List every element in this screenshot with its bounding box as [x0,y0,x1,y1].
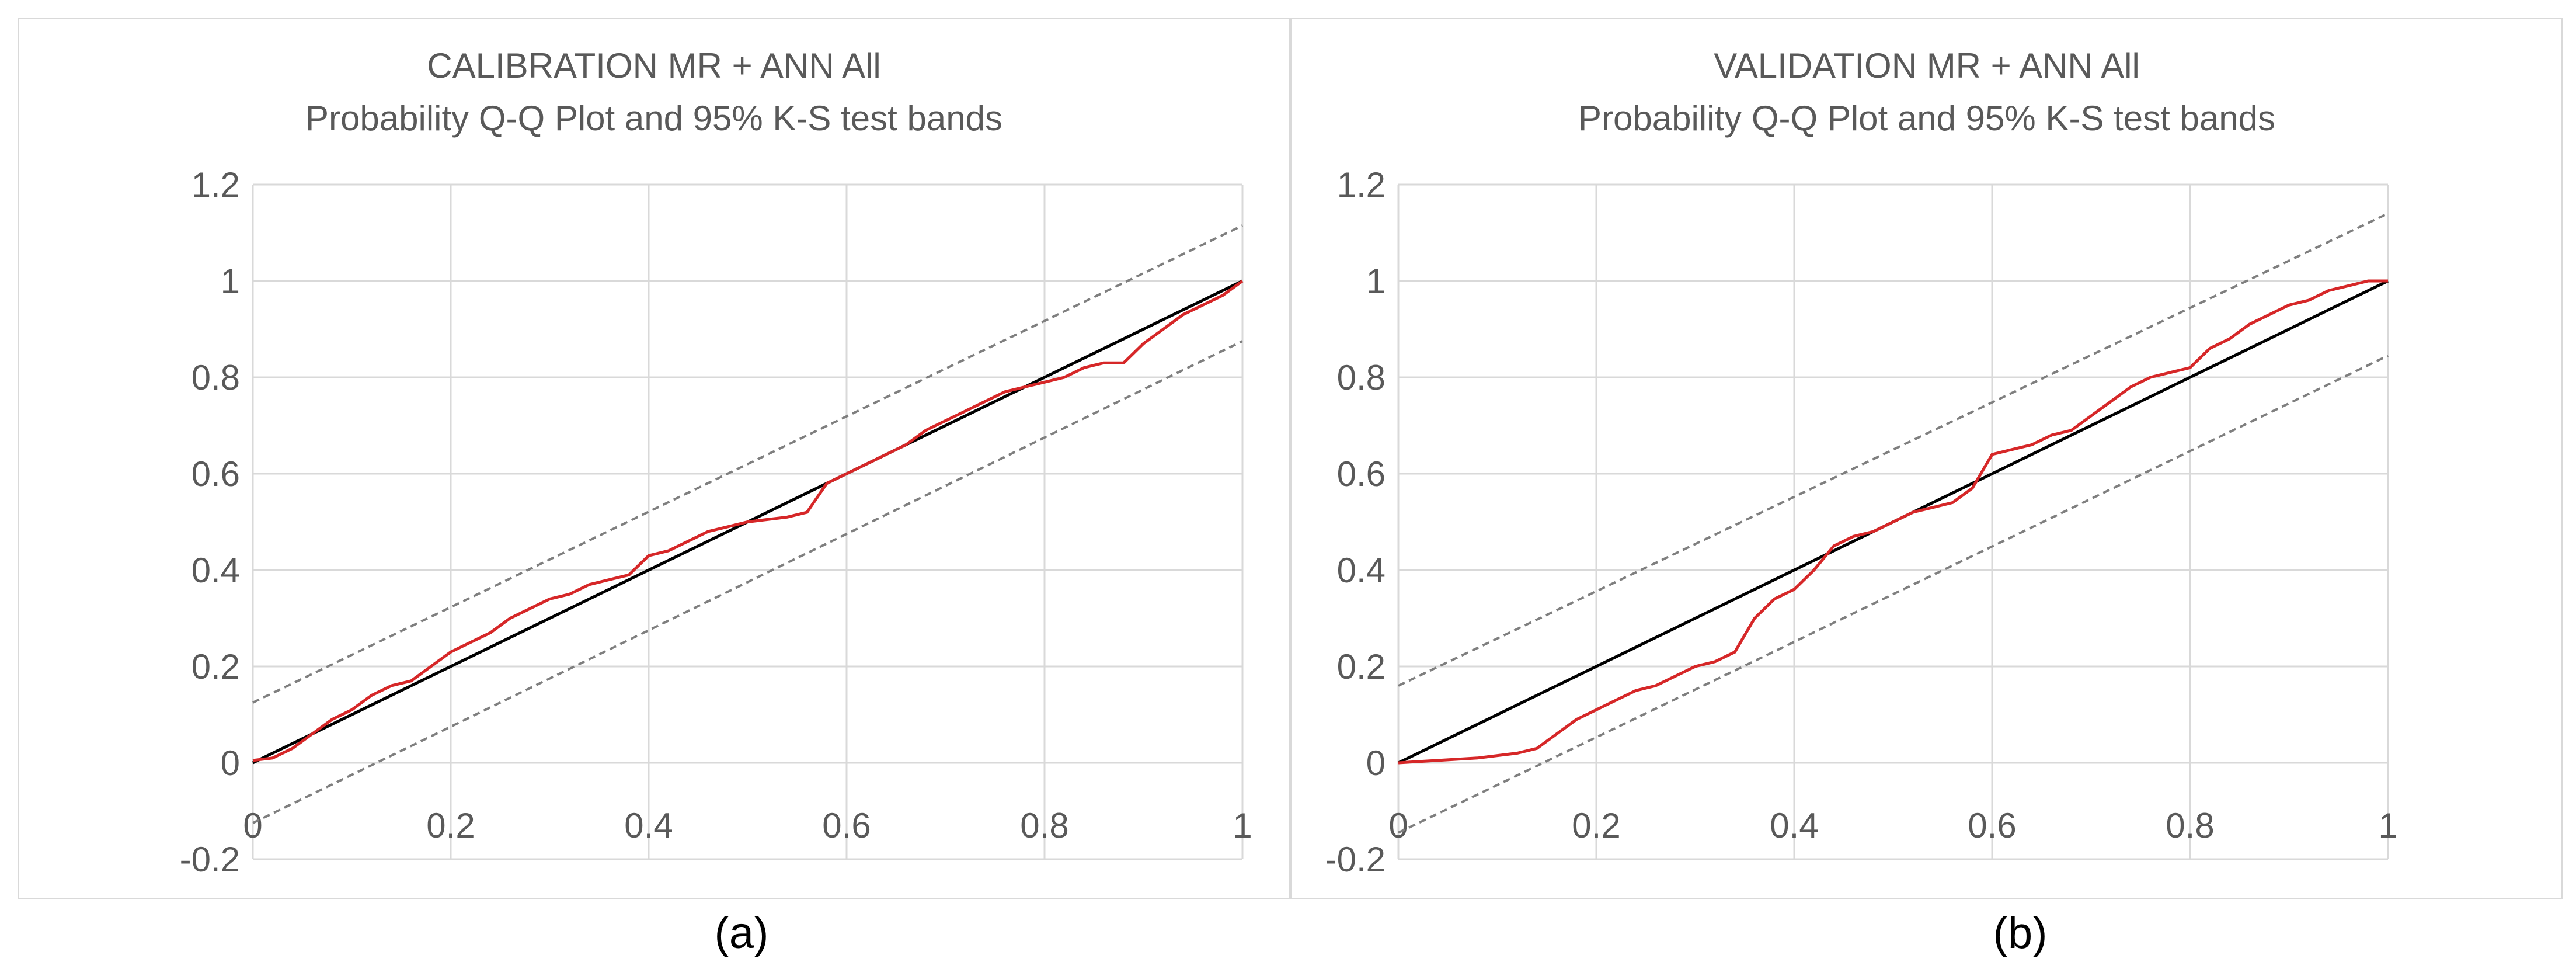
x-tick-label: 0 [1388,806,1408,845]
caption-b: (b) [1993,908,2048,958]
y-tick-label: 0.6 [1337,454,1386,494]
y-tick-label: 0.4 [192,551,240,590]
model-qq-line [252,279,1244,762]
y-tick-label: -0.2 [180,840,240,879]
chart-title: CALIBRATION MR + ANN All [427,46,881,85]
y-tick-label: -0.2 [1325,840,1386,879]
qq-plot-validation: 1.210.80.60.40.20-0.20 0.2 0.4 0.6 0.8 1 [1325,165,2398,879]
x-tick-label: 1 [2378,806,2397,845]
x-tick-label: 0.6 [1968,806,2016,845]
upper-ks-band-line [252,224,1243,704]
x-tick-label: 0.6 [822,806,871,845]
y-tick-label: 0.2 [1337,647,1386,686]
x-tick-label: 0.8 [1020,806,1068,845]
qq-plot-calibration: 1.210.80.60.40.20-0.20 0.2 0.4 0.6 0.8 1 [180,165,1252,879]
y-tick-label: 1 [221,262,240,301]
y-tick-label: 0.8 [192,358,240,397]
x-tick-label: 0.4 [624,806,673,845]
x-tick-label: 0.2 [1572,806,1620,845]
model-qq-line [1398,279,2388,765]
lower-ks-band-line [252,340,1243,824]
y-tick-label: 0.6 [192,454,240,494]
x-tick-label: 0.4 [1770,806,1818,845]
x-tick-label: 0.2 [426,806,475,845]
y-tick-label: 1.2 [1337,165,1386,204]
chart-panel-calibration: CALIBRATION MR + ANN All Probability Q-Q… [18,18,1290,899]
y-tick-label: 0 [221,744,240,783]
x-tick-label: 0 [243,806,262,845]
y-tick-label: 0 [1366,744,1386,783]
x-tick-label: 0.8 [2166,806,2214,845]
chart-subtitle: Probability Q-Q Plot and 95% K-S test ba… [1578,99,2275,138]
caption-a: (a) [714,908,769,958]
y-tick-label: 0.8 [1337,358,1386,397]
chart-subtitle: Probability Q-Q Plot and 95% K-S test ba… [305,99,1002,138]
x-tick-label: 1 [1233,806,1252,845]
chart-panel-validation: VALIDATION MR + ANN All Probability Q-Q … [1290,18,2563,899]
y-tick-label: 0.2 [192,647,240,686]
chart-title: VALIDATION MR + ANN All [1714,46,2140,85]
gridlines [1397,183,2389,860]
gridlines [252,183,1244,860]
upper-ks-band-line [1398,212,2389,687]
y-tick-label: 1.2 [192,165,240,204]
lower-ks-band-line [1398,355,2389,834]
y-tick-label: 0.4 [1337,551,1386,590]
y-tick-label: 1 [1366,262,1386,301]
